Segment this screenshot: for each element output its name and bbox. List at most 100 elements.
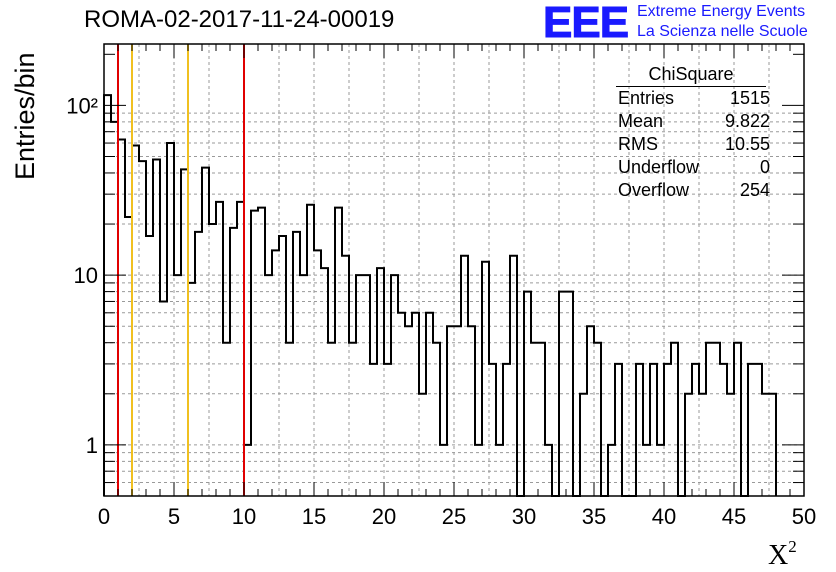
histogram-bin [146, 236, 153, 496]
histogram-bin [692, 364, 699, 496]
y-tick-label: 10² [66, 93, 98, 118]
histogram-bin [398, 313, 405, 496]
histogram-bin [328, 343, 335, 496]
stat-label: RMS [618, 134, 658, 154]
histogram-bin [279, 236, 286, 496]
axes: 0 5 10 15 20 25 30 35 40 45 50 1 10 10² [66, 43, 816, 529]
histogram-bin [174, 275, 181, 496]
histogram-bin [762, 394, 769, 496]
histogram-bin [104, 95, 111, 496]
histogram-bin [153, 160, 160, 496]
histogram-bin [657, 445, 664, 496]
histogram-bin [706, 343, 713, 496]
histogram-bin [314, 250, 321, 496]
histogram-bin [188, 283, 195, 496]
histogram-bin [223, 343, 230, 496]
histogram-bin [356, 275, 363, 496]
x-tick-label: 40 [652, 504, 676, 529]
histogram-bin [321, 268, 328, 496]
stat-value: 0 [759, 157, 770, 177]
logo-line-2: La Scienza nelle Scuole [637, 23, 808, 40]
stat-row-overflow: Overflow 254 [608, 179, 778, 202]
histogram-bin [412, 313, 419, 496]
histogram-bin [727, 394, 734, 496]
histogram-bin [132, 146, 139, 496]
histogram-bin [713, 343, 720, 496]
histogram-bin [559, 292, 566, 496]
histogram-bin [447, 326, 454, 496]
histogram-bin [363, 275, 370, 496]
histogram-bin [307, 205, 314, 496]
stats-box: ChiSquare Entries 1515 Mean 9.822 RMS 10… [608, 64, 778, 202]
histogram-bin [391, 275, 398, 496]
histogram-bin [181, 169, 188, 496]
histogram-bin [545, 445, 552, 496]
histogram-bin [664, 364, 671, 496]
y-tick-label: 10 [74, 263, 98, 288]
vertical-marker-lines [117, 44, 245, 496]
histogram-bin [531, 343, 538, 496]
histogram-bin [202, 168, 209, 496]
histogram-bin [524, 292, 531, 496]
histogram-bin [594, 343, 601, 496]
y-axis-label: Entries/bin [10, 52, 40, 180]
histogram-bin [370, 364, 377, 496]
stat-value: 1515 [729, 88, 770, 108]
histogram-bin [251, 211, 258, 496]
histogram-bin [300, 275, 307, 496]
x-tick-label: 35 [582, 504, 606, 529]
stat-value: 9.822 [724, 111, 770, 131]
histogram-bin [468, 326, 475, 496]
histogram-outline [103, 94, 777, 497]
histogram-bin [734, 343, 741, 496]
histogram-bin [209, 224, 216, 496]
histogram-bin [538, 343, 545, 496]
histogram-bin [384, 364, 391, 496]
histogram-bin [426, 313, 433, 496]
stat-row-rms: RMS 10.55 [608, 133, 778, 156]
histogram-bin [160, 301, 167, 496]
histogram-bin [503, 364, 510, 496]
x-tick-label: 45 [722, 504, 746, 529]
stats-title: ChiSquare [616, 64, 766, 87]
histogram-bin [748, 364, 755, 496]
histogram-bin [496, 445, 503, 496]
x-tick-label: 20 [372, 504, 396, 529]
x-tick-label: 25 [442, 504, 466, 529]
x-tick-label: 0 [98, 504, 110, 529]
histogram-bin [461, 256, 468, 496]
histogram-bin [720, 364, 727, 496]
histogram-bin [615, 364, 622, 496]
histogram-bin [230, 228, 237, 496]
histogram-bin [650, 364, 657, 496]
histogram-bin [489, 364, 496, 496]
histogram-bin [433, 343, 440, 496]
histogram-bin [769, 394, 776, 496]
eee-logo: EEE [542, 0, 629, 47]
x-tick-label: 15 [302, 504, 326, 529]
histogram-bin [643, 445, 650, 496]
stat-label: Underflow [618, 157, 700, 177]
histogram-bin [349, 343, 356, 496]
histogram-bin [237, 202, 244, 496]
x-axis-label: X2 [768, 537, 797, 572]
histogram-bin [216, 202, 223, 496]
histogram-bin [510, 256, 517, 496]
histogram-bin [636, 364, 643, 496]
histogram-bin [377, 268, 384, 496]
stat-label: Entries [618, 88, 675, 108]
stat-row-mean: Mean 9.822 [608, 110, 778, 133]
histogram-bin [755, 364, 762, 496]
logo-line-1: Extreme Energy Events [637, 3, 806, 20]
grid [104, 44, 804, 496]
histogram-bin [475, 445, 482, 496]
histogram-bins [103, 94, 777, 497]
histogram-bin [111, 122, 118, 496]
histogram-bin [685, 394, 692, 496]
histogram-bin [118, 139, 125, 496]
histogram-bin [580, 394, 587, 496]
histogram-bin [258, 208, 265, 496]
stat-row-entries: Entries 1515 [608, 87, 778, 110]
histogram-bin [342, 256, 349, 496]
